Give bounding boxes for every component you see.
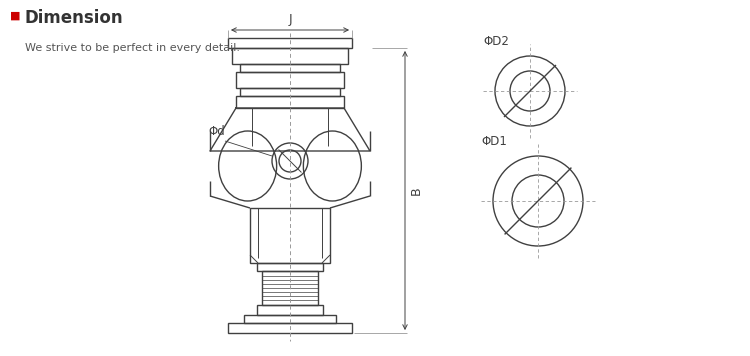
Text: Φd: Φd: [209, 125, 225, 138]
Text: Dimension: Dimension: [25, 9, 123, 27]
Bar: [257, 263, 323, 271]
Bar: [228, 38, 352, 48]
Bar: [250, 208, 330, 263]
Text: J: J: [288, 13, 292, 26]
Bar: [240, 88, 340, 96]
Bar: [244, 315, 336, 323]
Text: B: B: [410, 186, 423, 195]
Bar: [228, 323, 352, 333]
Bar: [262, 271, 318, 305]
Bar: [257, 305, 323, 315]
Text: ΦD1: ΦD1: [481, 135, 507, 148]
Text: We strive to be perfect in every detail.: We strive to be perfect in every detail.: [25, 43, 240, 53]
Bar: [232, 48, 348, 64]
Bar: [240, 64, 340, 72]
Text: ΦD2: ΦD2: [483, 35, 508, 48]
Bar: [236, 72, 344, 88]
Text: ■: ■: [10, 11, 20, 21]
Bar: [236, 96, 344, 108]
